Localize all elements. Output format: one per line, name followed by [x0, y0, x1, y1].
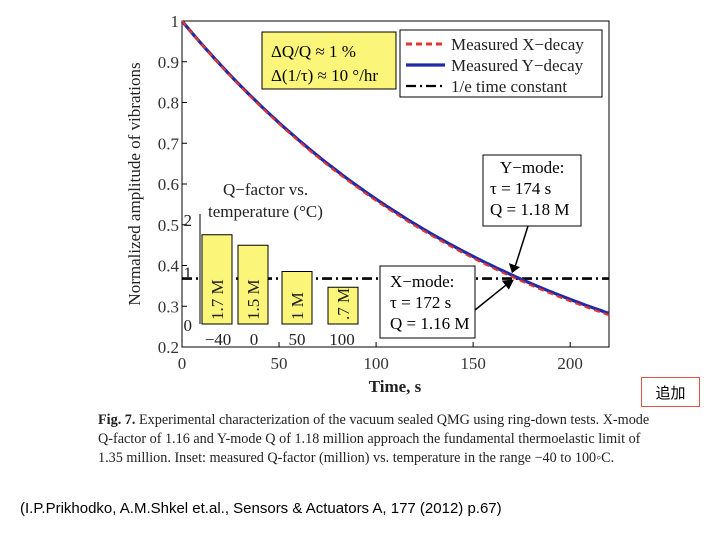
y-mode-line: τ = 174 s: [490, 179, 551, 198]
inset-x-tick-label: 100: [329, 330, 355, 349]
x-mode-line: X−mode:: [390, 272, 454, 291]
y-mode-arrow: [514, 225, 529, 268]
x-decay-series: [181, 20, 610, 317]
x-tick-label: 0: [178, 354, 187, 373]
inset-y-tick-label: 0: [184, 316, 193, 335]
x-mode-line: τ = 172 s: [390, 293, 451, 312]
x-mode-box: [379, 265, 476, 339]
inset-bar-label: 1.7 M: [208, 279, 227, 320]
inset-bar: [281, 271, 313, 325]
figure-caption: Fig. 7. Experimental characterization of…: [98, 411, 658, 468]
y-axis-label: Normalized amplitude of vibrations: [125, 62, 144, 305]
inset-y-tick-label: 1: [184, 264, 193, 283]
legend-label: Measured X−decay: [451, 35, 584, 54]
y-mode-line: Y−mode:: [500, 158, 564, 177]
y-tick-label: 0.3: [158, 297, 179, 316]
info-line-2: Δ(1/τ) ≈ 10 °/hr: [271, 66, 378, 85]
y-tick-label: 0.6: [158, 175, 179, 194]
inset-chart: Q−factor vs. temperature (°C) 0 1 2 1.7 M −40 1…: [184, 180, 359, 349]
inset-x-tick-label: 0: [250, 330, 259, 349]
y-tick-label: 0.7: [158, 134, 180, 153]
x-tick-label: 150: [460, 354, 486, 373]
inset-bar-label: .7 M: [334, 288, 353, 320]
x-mode-arrow: [474, 283, 509, 311]
info-line-1: ΔQ/Q ≈ 1 %: [271, 42, 356, 61]
y-tick-label: 0.8: [158, 94, 179, 113]
x-tick-label: 200: [557, 354, 583, 373]
y-tick-label: 0.4: [158, 257, 180, 276]
add-button[interactable]: 追加: [641, 377, 700, 407]
legend-label: 1/e time constant: [451, 77, 567, 96]
ring-down-chart: 0.20.30.40.50.60.70.80.910 50 100 150 200Tim…: [125, 12, 610, 396]
inset-bar-label: 1.5 M: [244, 279, 263, 320]
x-mode-arrowhead: [501, 279, 514, 290]
y-mode-line: Q = 1.18 M: [490, 200, 569, 219]
x-tick-label: 100: [363, 354, 389, 373]
caption-text: Experimental characterization of the vac…: [98, 412, 650, 466]
inset-x-tick-label: −40: [205, 330, 232, 349]
inset-bar: [327, 286, 359, 325]
legend: Measured X−decay Measured Y−decay 1/e time…: [399, 29, 603, 98]
caption-fig-label: Fig. 7.: [98, 412, 136, 428]
y-tick-label: 0.2: [158, 338, 179, 357]
x-tick-label: 50: [271, 354, 288, 373]
x-mode-line: Q = 1.16 M: [390, 314, 469, 333]
y-tick-label: 0.5: [158, 216, 179, 235]
legend-label: Measured Y−decay: [451, 56, 584, 75]
inset-bar: [237, 244, 269, 325]
y-mode-box: [482, 154, 582, 227]
inset-y-tick-label: 2: [184, 211, 193, 230]
inset-bar: [201, 234, 233, 325]
y-tick-label: 1: [171, 12, 180, 31]
info-box: [261, 31, 397, 90]
y-tick-label: 0.9: [158, 53, 179, 72]
inset-x-tick-label: 50: [289, 330, 306, 349]
x-axis-label: Time, s: [369, 377, 422, 396]
inset-title-1: Q−factor vs.: [223, 180, 308, 199]
y-mode-arrowhead: [508, 263, 520, 274]
source-citation: (I.P.Prikhodko, A.M.Shkel et.al., Sensor…: [20, 500, 502, 517]
inset-title-2: temperature (°C): [208, 202, 323, 221]
inset-bar-label: 1 M: [288, 292, 307, 320]
